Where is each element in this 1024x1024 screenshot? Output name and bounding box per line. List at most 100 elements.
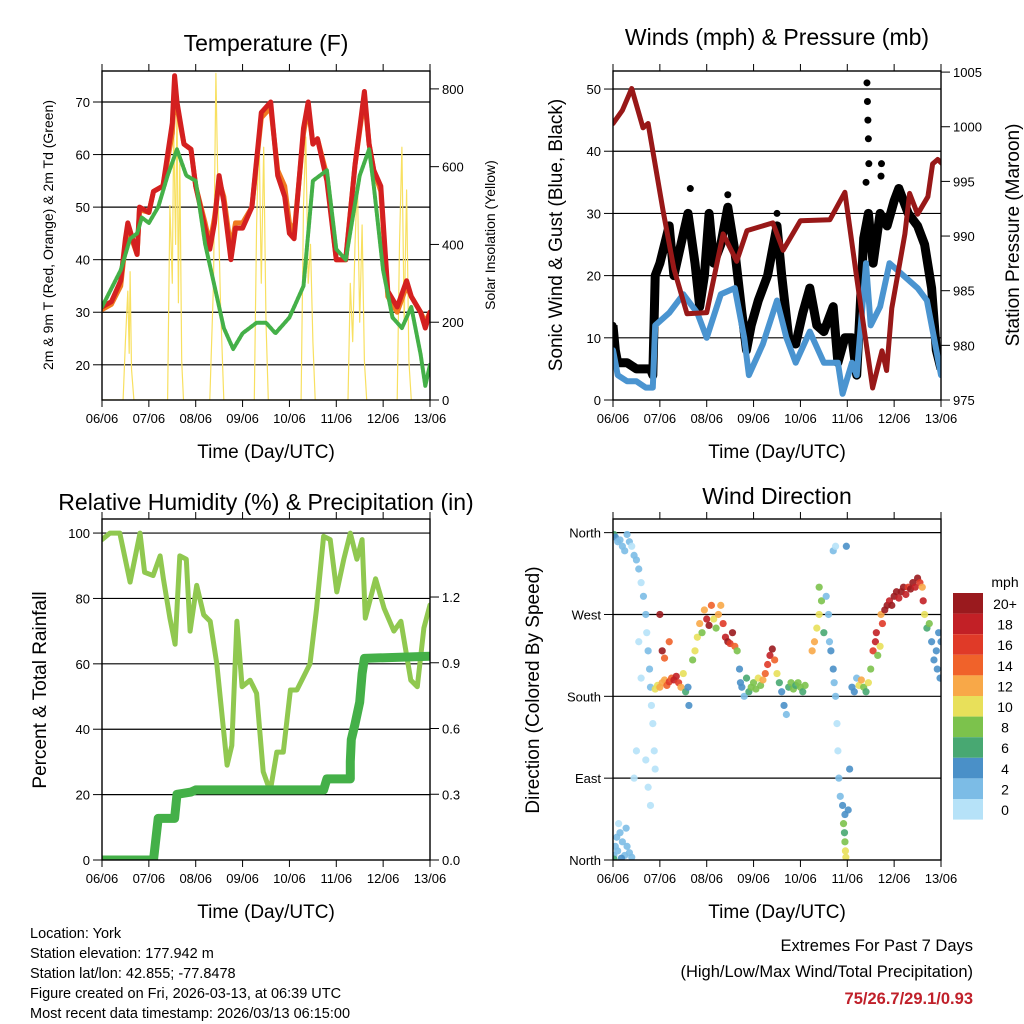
- direction-point: [780, 701, 788, 710]
- direction-point: [735, 665, 744, 673]
- y-right-tick-label: 0.9: [442, 656, 460, 671]
- direction-point: [933, 665, 941, 673]
- direction-point: [839, 801, 847, 810]
- footer-created: Figure created on Fri, 2026-03-13, at 06…: [30, 986, 341, 1002]
- direction-point: [615, 820, 623, 828]
- y-tick-label: 40: [587, 144, 601, 159]
- direction-point: [874, 651, 882, 660]
- direction-point: [773, 669, 781, 678]
- direction-point: [691, 647, 699, 655]
- legend-label: 18: [997, 617, 1013, 633]
- direction-point: [630, 774, 638, 782]
- direction-point: [689, 656, 697, 664]
- x-tick-label: 06/06: [86, 411, 119, 426]
- direction-point: [644, 647, 652, 655]
- direction-point: [613, 855, 618, 860]
- direction-point: [660, 654, 669, 662]
- sonic-wind-series: [613, 260, 941, 397]
- y-right-tick-label: 400: [442, 237, 464, 252]
- x-tick-label: 09/06: [226, 411, 259, 426]
- x-tick-label: 13/06: [925, 871, 958, 886]
- gust-point: [724, 203, 732, 211]
- y-tick-label: 60: [76, 148, 90, 163]
- gust-point: [860, 234, 868, 242]
- direction-point: [932, 647, 940, 655]
- gust-point: [813, 321, 821, 329]
- extremes-title: Extremes For Past 7 Days: [780, 937, 973, 955]
- legend-title: mph: [991, 574, 1018, 590]
- direction-point: [813, 624, 821, 632]
- legend-label: 6: [1001, 740, 1009, 756]
- direction-point: [864, 679, 872, 687]
- direction-point: [878, 619, 887, 628]
- y-right-tick-label: 990: [953, 229, 975, 244]
- gust-point: [841, 334, 849, 342]
- direction-point: [782, 710, 790, 719]
- y-tick-label: North: [569, 526, 601, 541]
- x-tick-label: 07/06: [133, 411, 166, 426]
- relative-humidity-series: [102, 530, 430, 794]
- direction-point: [719, 619, 727, 628]
- direction-point: [749, 679, 758, 687]
- direction-point: [842, 542, 850, 550]
- y-right-tick-label: 0.6: [442, 722, 460, 737]
- gust-point: [677, 241, 685, 249]
- direction-point: [921, 610, 929, 619]
- direction-point: [911, 583, 919, 591]
- direction-point: [677, 683, 685, 691]
- direction-point: [833, 720, 841, 728]
- y-right-tick-label: 1.2: [442, 590, 460, 605]
- gust-point: [921, 241, 929, 249]
- direction-point: [628, 542, 636, 550]
- legend-label: 14: [997, 658, 1013, 674]
- gust-point: [773, 209, 781, 217]
- direction-point: [621, 547, 629, 555]
- direction-point: [862, 688, 870, 696]
- direction-point: [834, 747, 842, 755]
- humidity-frame: [101, 518, 431, 861]
- direction-point: [672, 672, 680, 680]
- direction-point: [665, 638, 673, 646]
- direction-point: [698, 629, 706, 637]
- x-tick-label: 09/06: [226, 871, 259, 886]
- gust-point: [696, 303, 704, 311]
- direction-point: [925, 619, 933, 628]
- gust-point: [632, 365, 640, 373]
- legend-label: 8: [1001, 720, 1009, 736]
- y-right-tick-label: 1005: [953, 65, 982, 80]
- direction-point: [618, 838, 626, 846]
- direction-point: [650, 747, 658, 755]
- temperature-frame: [101, 70, 431, 401]
- wind-direction-title: Wind Direction: [702, 483, 852, 509]
- x-tick-label: 13/06: [414, 871, 447, 886]
- x-tick-label: 13/06: [925, 411, 958, 426]
- direction-point: [703, 615, 711, 623]
- direction-point: [622, 824, 630, 832]
- direction-point: [872, 629, 880, 637]
- direction-point: [778, 688, 786, 696]
- x-tick-label: 06/06: [86, 871, 119, 886]
- direction-point: [836, 792, 844, 800]
- direction-point: [771, 656, 779, 664]
- direction-point: [623, 842, 631, 850]
- y-tick-label: 0: [594, 393, 601, 408]
- extremes-value: 75/26.7/29.1/0.93: [845, 990, 973, 1008]
- wind-direction-ylabel: Direction (Colored By Speed): [523, 566, 544, 813]
- temperature-xlabel: Time (Day/UTC): [197, 442, 335, 463]
- direction-point: [637, 579, 645, 587]
- x-tick-label: 10/06: [784, 871, 817, 886]
- gust-point: [863, 97, 871, 105]
- speed-legend: mph 20+ 18 16 14 12 10 8 6 4 2 0: [953, 574, 1019, 820]
- direction-point: [825, 638, 834, 646]
- x-tick-label: 11/06: [831, 871, 863, 886]
- direction-point: [842, 853, 850, 860]
- direction-point: [733, 647, 741, 655]
- gust-point: [764, 272, 772, 280]
- y-right-tick-label: 800: [442, 82, 464, 97]
- x-tick-label: 12/06: [367, 411, 400, 426]
- x-tick-label: 09/06: [737, 411, 770, 426]
- x-tick-label: 07/06: [133, 871, 166, 886]
- direction-point: [799, 688, 807, 696]
- direction-point: [930, 656, 938, 664]
- y-tick-label: 20: [587, 269, 601, 284]
